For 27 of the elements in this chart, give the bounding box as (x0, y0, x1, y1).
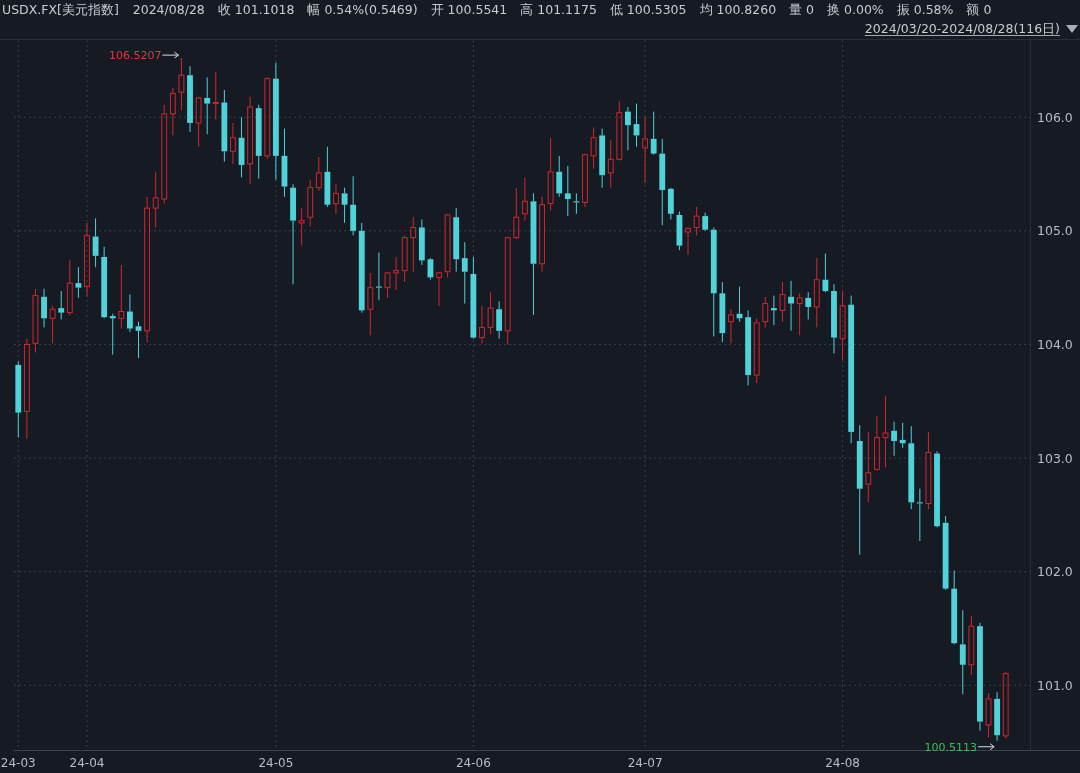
x-tick-label: 24-03 (0, 756, 36, 770)
text: 高 101.1175 (520, 2, 597, 17)
text: 幅 0.54%(0.5469) (307, 2, 418, 17)
text: 均 100.8260 (698, 2, 777, 17)
annotation: 106.5207 (108, 49, 162, 63)
text: 低 100.5305 (609, 2, 687, 17)
text: 振 0.58% (896, 2, 954, 17)
x-tick-label: 24-08 (825, 756, 861, 770)
text: 2024/08/28 (132, 2, 205, 17)
chart-title: USDX.FX[美元指数] (2, 2, 119, 17)
text: 开 100.5541 (430, 2, 508, 17)
y-tick-label: 104.0 (1037, 336, 1073, 352)
y-tick-label: 101.0 (1037, 677, 1073, 693)
y-tick-label: 106.0 (1037, 109, 1073, 125)
x-tick-label: 24-04 (69, 756, 105, 770)
text: 额 0 (966, 2, 992, 17)
x-tick-label: 24-06 (455, 756, 491, 770)
text: 2024/03/20-2024/08/28(116日) (864, 21, 1060, 36)
annotation: 100.5113 (924, 740, 978, 754)
x-tick-label: 24-07 (627, 756, 663, 770)
y-tick-label: 102.0 (1037, 564, 1073, 580)
y-tick-label: 103.0 (1037, 450, 1073, 466)
text: 换 0.00% (827, 2, 884, 17)
y-tick-label: 105.0 (1037, 223, 1073, 239)
text: 量 0 (789, 2, 815, 17)
text: 收 101.1018 (217, 2, 295, 17)
x-tick-label: 24-05 (258, 756, 294, 770)
